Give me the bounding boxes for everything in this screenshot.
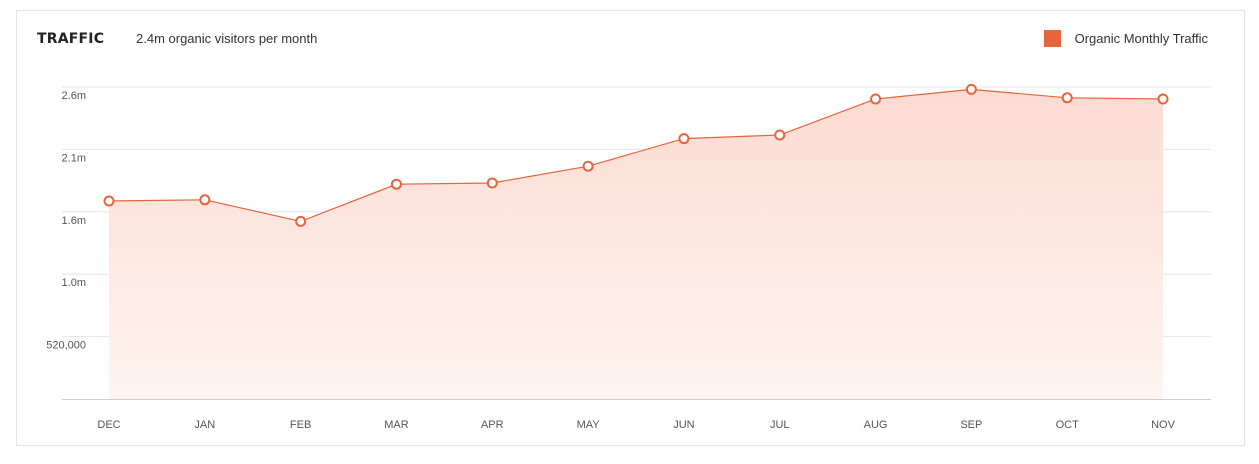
- chart-subtitle: 2.4m organic visitors per month: [136, 31, 318, 46]
- legend: Organic Monthly Traffic: [1043, 30, 1208, 47]
- y-tick-label: 520,000: [46, 340, 86, 352]
- x-tick-label: NOV: [1151, 419, 1176, 431]
- x-tick-label: JAN: [194, 419, 215, 431]
- x-tick-label: FEB: [290, 419, 311, 431]
- x-tick-label: MAY: [577, 419, 601, 431]
- series-line: [108, 88, 1164, 223]
- x-tick-label: DEC: [97, 419, 120, 431]
- x-tick-label: AUG: [864, 419, 888, 431]
- y-axis-ticks: 520,000 1.0m 1.6m 2.1m 2.6m: [46, 90, 86, 352]
- data-point[interactable]: [965, 83, 977, 95]
- data-point[interactable]: [1061, 92, 1073, 104]
- data-point[interactable]: [678, 133, 690, 145]
- x-tick-label: JUL: [770, 419, 790, 431]
- data-point[interactable]: [103, 195, 115, 207]
- x-tick-label: APR: [481, 419, 504, 431]
- data-point[interactable]: [870, 93, 882, 105]
- legend-label: Organic Monthly Traffic: [1074, 31, 1208, 46]
- y-tick-label: 1.0m: [62, 277, 86, 289]
- data-point[interactable]: [774, 129, 786, 141]
- data-point[interactable]: [486, 177, 498, 189]
- data-point[interactable]: [295, 215, 307, 227]
- x-axis-ticks: DEC JAN FEB MAR APR MAY JUN JUL AUG SEP OCT NOV: [97, 419, 1175, 431]
- data-point[interactable]: [582, 160, 594, 172]
- chart-title: TRAFFIC: [37, 31, 105, 47]
- y-tick-label: 1.6m: [62, 215, 86, 227]
- data-point[interactable]: [390, 178, 402, 190]
- x-tick-label: MAR: [384, 419, 409, 431]
- y-tick-label: 2.1m: [62, 152, 86, 164]
- line-series: [108, 88, 1164, 223]
- legend-swatch: [1043, 30, 1061, 47]
- x-tick-label: SEP: [960, 419, 982, 431]
- data-point[interactable]: [1157, 93, 1169, 105]
- area-series: [109, 89, 1163, 400]
- x-tick-label: OCT: [1056, 419, 1080, 431]
- area-fill: [109, 89, 1163, 400]
- data-points: [103, 83, 1169, 227]
- y-tick-label: 2.6m: [62, 90, 86, 102]
- data-point[interactable]: [199, 194, 211, 206]
- x-tick-label: JUN: [673, 419, 694, 431]
